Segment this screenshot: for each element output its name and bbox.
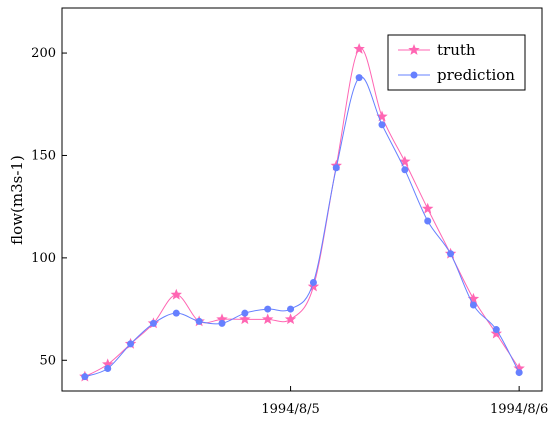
- x-tick-label: 1994/8/5: [261, 402, 319, 417]
- y-tick-label: 100: [31, 251, 56, 266]
- truth-point: [262, 313, 274, 325]
- prediction-point: [309, 278, 317, 286]
- legend-prediction-circle-icon: [410, 71, 418, 79]
- y-tick-label: 50: [39, 353, 56, 368]
- legend: truth prediction: [387, 34, 526, 91]
- prediction-point: [447, 250, 455, 258]
- y-axis: 50 100 150 200: [31, 46, 67, 368]
- x-axis: 1994/8/5 1994/8/6: [261, 386, 548, 417]
- prediction-point: [218, 319, 226, 327]
- y-tick-label: 200: [31, 46, 56, 61]
- truth-point: [467, 292, 480, 304]
- series-layer: [79, 42, 525, 382]
- prediction-point: [264, 305, 272, 313]
- prediction-point: [515, 369, 523, 377]
- truth-point: [422, 202, 434, 214]
- plot-frame: [61, 7, 543, 392]
- legend-box: [387, 34, 526, 91]
- prediction-point: [492, 326, 500, 334]
- prediction-point: [287, 305, 295, 313]
- series-truth: [79, 42, 525, 382]
- truth-point: [307, 280, 320, 292]
- prediction-point: [149, 319, 157, 327]
- prediction-point: [424, 217, 432, 225]
- truth-point: [102, 358, 114, 370]
- legend-truth-star-icon: [408, 44, 420, 55]
- truth-point: [376, 110, 388, 122]
- y-axis-title: flow(m3s-1): [8, 155, 26, 245]
- prediction-point: [469, 301, 477, 309]
- truth-point: [170, 288, 182, 300]
- legend-prediction-label: prediction: [437, 66, 515, 84]
- prediction-point: [241, 309, 249, 317]
- prediction-point: [195, 317, 203, 325]
- truth-point: [239, 313, 251, 325]
- truth-point: [216, 313, 228, 325]
- prediction-point: [355, 74, 363, 82]
- series-prediction: [81, 74, 523, 381]
- prediction-point: [172, 309, 180, 317]
- truth-line: [84, 47, 520, 378]
- truth-point: [284, 313, 297, 325]
- prediction-point: [401, 166, 409, 174]
- truth-point: [399, 155, 411, 167]
- prediction-point: [378, 121, 386, 129]
- legend-truth-label: truth: [437, 41, 476, 59]
- prediction-point: [81, 373, 89, 381]
- prediction-point: [127, 340, 135, 348]
- prediction-line: [84, 76, 520, 378]
- prediction-point: [104, 364, 112, 372]
- prediction-point: [332, 164, 340, 172]
- truth-point: [490, 327, 502, 339]
- truth-point: [353, 42, 365, 54]
- y-tick-label: 150: [31, 148, 56, 163]
- x-tick-label: 1994/8/6: [490, 402, 548, 417]
- truth-point: [513, 362, 525, 374]
